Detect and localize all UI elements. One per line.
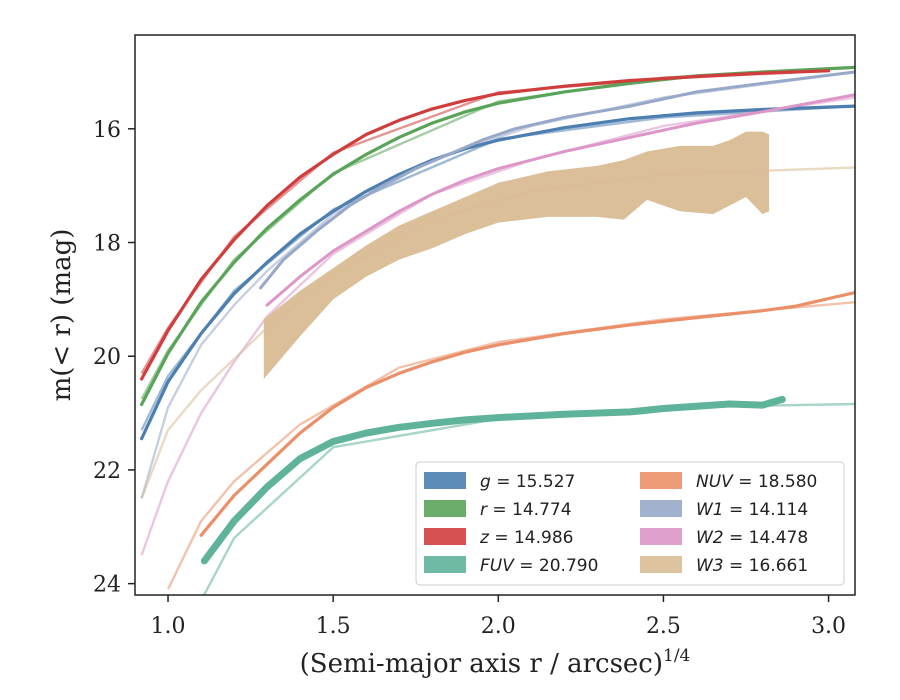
legend: g = 15.527 r = 14.774 z = 14.986 FUV = 20.7… [415, 461, 845, 586]
y-tick-label: 18 [93, 232, 121, 257]
series-line-r [140, 65, 855, 407]
series-line-z [140, 69, 831, 381]
legend-box [415, 461, 845, 586]
legend-label-fuv: FUV = 20.790 [480, 556, 598, 576]
series-line-w2 [265, 93, 855, 307]
legend-swatch-fuv [424, 556, 466, 573]
y-tick-label: 22 [93, 459, 121, 484]
x-tick-label: 1.0 [151, 614, 186, 639]
y-tick-label: 16 [93, 118, 121, 143]
y-axis-label: m(< r) (mag) [47, 229, 77, 402]
axis-ticks: 1.0 1.5 2.0 2.5 3.0 16 18 20 22 24 [93, 118, 846, 639]
plot-area [140, 65, 855, 595]
legend-label-z: z = 14.986 [479, 528, 573, 548]
series-line-g [140, 104, 855, 441]
x-tick-label: 2.5 [646, 614, 681, 639]
y-tick-label: 20 [93, 345, 121, 370]
x-axis-label: (Semi-major axis r / arcsec)1/4 [300, 646, 691, 679]
band-w3 [263, 131, 770, 379]
x-tick-label: 2.0 [481, 614, 516, 639]
legend-swatch-nuv [640, 472, 682, 489]
legend-swatch-g [424, 472, 466, 489]
x-tick-label: 3.0 [811, 614, 846, 639]
legend-swatch-w3 [640, 556, 682, 573]
series-line-fuv [200, 395, 786, 565]
legend-label-w3: W3 = 16.661 [696, 556, 808, 576]
legend-label-g: g = 15.527 [480, 472, 575, 492]
series-line-w1 [259, 70, 855, 290]
legend-label-nuv: NUV = 18.580 [696, 472, 817, 492]
legend-swatch-w2 [640, 528, 682, 545]
legend-label-r: r = 14.774 [480, 500, 572, 520]
legend-label-w1: W1 = 14.114 [696, 500, 808, 520]
series-line-nuv [199, 290, 855, 537]
legend-swatch-z [424, 528, 466, 545]
legend-label-w2: W2 = 14.478 [696, 528, 808, 548]
x-tick-label: 1.5 [316, 614, 351, 639]
y-tick-label: 24 [93, 573, 121, 598]
axes-frame [134, 34, 856, 596]
legend-swatch-w1 [640, 500, 682, 517]
legend-swatch-r [424, 500, 466, 517]
